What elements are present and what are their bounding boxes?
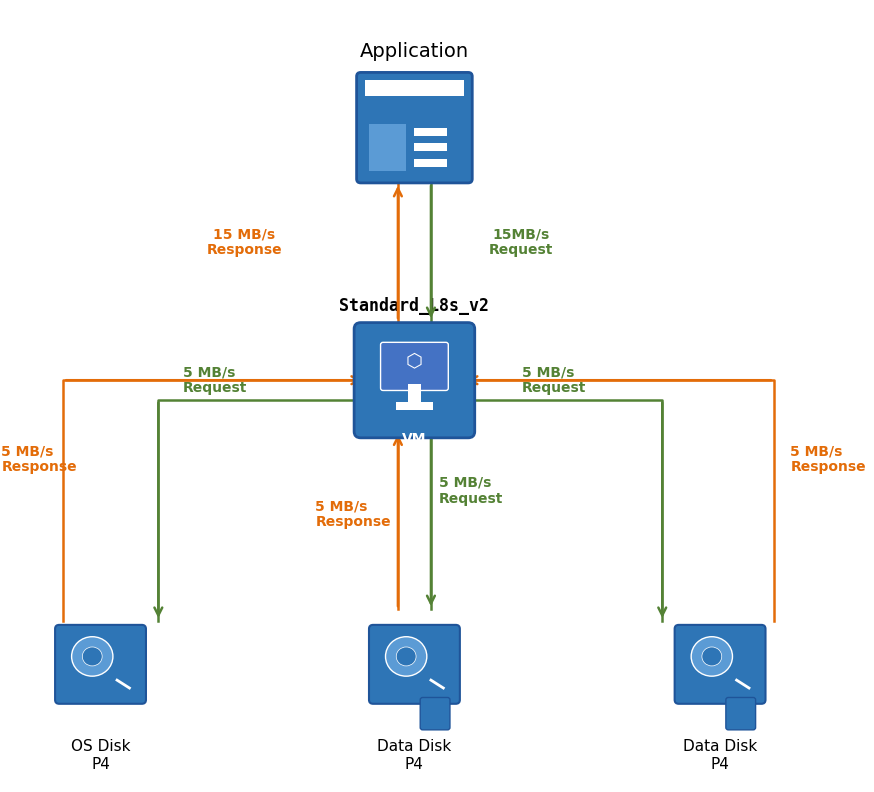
FancyBboxPatch shape xyxy=(420,698,450,730)
FancyBboxPatch shape xyxy=(55,625,146,704)
Text: OS Disk
P4: OS Disk P4 xyxy=(71,739,130,771)
FancyBboxPatch shape xyxy=(369,124,406,171)
FancyBboxPatch shape xyxy=(414,143,447,151)
FancyBboxPatch shape xyxy=(364,80,464,96)
Circle shape xyxy=(72,637,113,676)
Circle shape xyxy=(702,647,722,666)
FancyBboxPatch shape xyxy=(408,384,421,404)
Circle shape xyxy=(396,647,416,666)
Text: VM: VM xyxy=(402,432,427,446)
Text: Data Disk
P4: Data Disk P4 xyxy=(683,739,757,771)
FancyBboxPatch shape xyxy=(357,72,472,183)
Text: ⬡: ⬡ xyxy=(406,351,423,370)
Text: 5 MB/s
Response: 5 MB/s Response xyxy=(790,444,866,474)
FancyBboxPatch shape xyxy=(354,322,475,438)
Text: Application: Application xyxy=(360,42,469,60)
Circle shape xyxy=(385,637,427,676)
FancyBboxPatch shape xyxy=(675,625,766,704)
Text: 5 MB/s
Request: 5 MB/s Request xyxy=(184,365,247,395)
FancyBboxPatch shape xyxy=(414,159,447,167)
FancyBboxPatch shape xyxy=(380,342,448,390)
Text: 5 MB/s
Response: 5 MB/s Response xyxy=(2,444,77,474)
Text: 5 MB/s
Request: 5 MB/s Request xyxy=(440,476,503,506)
FancyBboxPatch shape xyxy=(369,625,460,704)
Text: 15 MB/s
Response: 15 MB/s Response xyxy=(206,227,282,257)
Text: 5 MB/s
Response: 5 MB/s Response xyxy=(316,499,391,530)
Text: 5 MB/s
Request: 5 MB/s Request xyxy=(522,365,586,395)
FancyBboxPatch shape xyxy=(414,128,447,135)
Text: 15MB/s
Request: 15MB/s Request xyxy=(489,227,553,257)
Circle shape xyxy=(82,647,102,666)
Circle shape xyxy=(691,637,732,676)
FancyBboxPatch shape xyxy=(726,698,756,730)
FancyBboxPatch shape xyxy=(396,402,433,410)
Text: Standard_L8s_v2: Standard_L8s_v2 xyxy=(339,297,489,314)
Text: Data Disk
P4: Data Disk P4 xyxy=(378,739,452,771)
